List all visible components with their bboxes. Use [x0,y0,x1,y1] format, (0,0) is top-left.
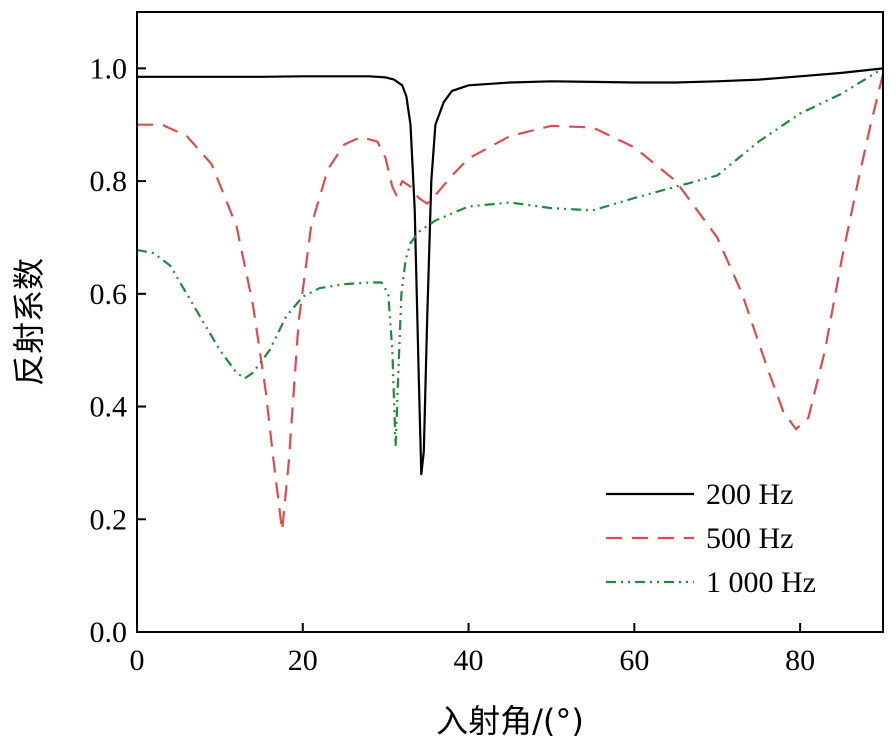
x-tick-label: 80 [785,644,815,677]
legend-label-0: 200 Hz [706,478,793,511]
series-line-1 [137,73,885,532]
x-tick-label: 0 [130,644,145,677]
y-tick-label: 0.0 [90,616,128,649]
legend: 200 Hz 500 Hz 1 000 Hz [606,478,816,599]
plot-lines [136,67,885,532]
legend-label-1: 500 Hz [706,522,793,555]
y-tick-label: 0.2 [90,503,128,536]
axis-ticks [136,67,802,633]
y-axis-title: 反射系数 [10,258,48,386]
x-tick-label: 60 [619,644,649,677]
legend-label-2: 1 000 Hz [706,566,816,599]
y-tick-label: 0.8 [90,165,128,198]
series-line-2 [136,67,884,448]
series-line-0 [137,67,884,476]
plot-frame [136,11,884,633]
x-tick-label: 40 [454,644,484,677]
x-tick-label: 20 [288,644,318,677]
x-axis-title: 入射角/(°) [436,702,584,740]
y-tick-label: 0.6 [90,278,128,311]
y-tick-label: 0.4 [90,391,128,424]
tick-labels: 0 20 40 60 80 0.0 0.2 0.4 0.6 0.8 1.0 [90,52,816,677]
y-tick-label: 1.0 [90,52,128,85]
